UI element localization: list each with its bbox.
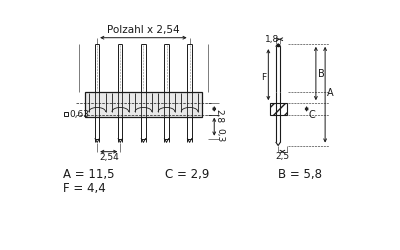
Text: 1,8: 1,8 xyxy=(265,35,280,44)
Bar xyxy=(270,103,287,115)
Text: A: A xyxy=(327,88,334,98)
Text: C: C xyxy=(309,110,316,120)
Text: B: B xyxy=(318,68,325,78)
Text: B = 5,8: B = 5,8 xyxy=(278,168,322,181)
Text: 2,8: 2,8 xyxy=(214,109,223,123)
Text: 2,54: 2,54 xyxy=(99,153,119,162)
Text: F: F xyxy=(261,73,266,82)
Text: 2,5: 2,5 xyxy=(276,152,290,161)
Text: C = 2,9: C = 2,9 xyxy=(165,168,209,181)
Bar xyxy=(85,92,202,117)
Text: 0,3: 0,3 xyxy=(215,128,224,142)
Text: 0,63: 0,63 xyxy=(70,110,90,119)
Text: A = 11,5: A = 11,5 xyxy=(62,168,114,181)
Bar xyxy=(64,112,68,116)
Text: Polzahl x 2,54: Polzahl x 2,54 xyxy=(107,26,180,36)
Text: F = 4,4: F = 4,4 xyxy=(62,182,105,195)
